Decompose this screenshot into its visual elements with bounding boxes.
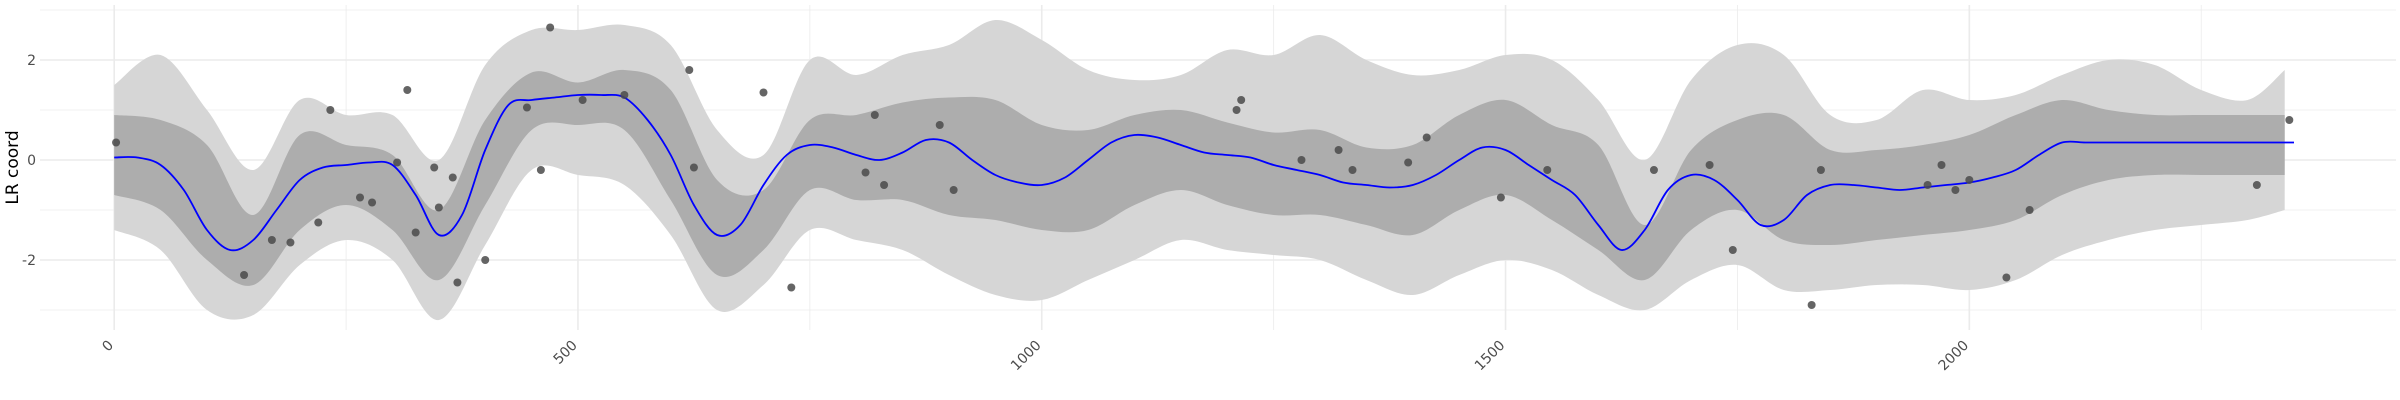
x-tick-label: 1500 xyxy=(1472,338,1509,375)
data-point xyxy=(1404,158,1413,167)
data-point xyxy=(949,186,958,194)
x-tick-label: 2000 xyxy=(1936,338,1973,375)
data-point xyxy=(1965,176,1974,184)
x-tick-label: 1000 xyxy=(1008,338,1045,375)
data-point xyxy=(1422,133,1431,142)
data-point xyxy=(314,218,323,227)
data-point xyxy=(578,96,587,104)
data-point xyxy=(759,88,768,97)
data-point xyxy=(430,163,439,172)
data-point xyxy=(1923,181,1932,189)
y-axis-label: LR coord xyxy=(3,130,23,204)
data-point xyxy=(267,236,276,244)
data-point xyxy=(1232,106,1241,114)
data-point xyxy=(861,168,870,177)
data-point xyxy=(1951,186,1960,194)
data-point xyxy=(112,138,121,147)
y-tick-label: -2 xyxy=(22,253,36,269)
data-point xyxy=(1543,166,1552,174)
data-point xyxy=(1237,96,1246,104)
y-tick-label: 2 xyxy=(27,53,36,69)
x-tick-label: 0 xyxy=(99,338,117,356)
data-point xyxy=(481,256,490,264)
data-point xyxy=(411,228,420,237)
data-point xyxy=(2285,116,2294,124)
data-point xyxy=(434,203,443,212)
data-point xyxy=(1816,166,1825,174)
data-point xyxy=(356,193,365,202)
data-point xyxy=(1937,161,1946,169)
data-point xyxy=(286,238,295,247)
data-point xyxy=(1334,146,1343,154)
data-point xyxy=(240,271,249,279)
data-point xyxy=(2002,273,2011,282)
data-point xyxy=(880,181,889,189)
data-point xyxy=(1496,193,1505,202)
data-point xyxy=(1705,161,1714,169)
data-point xyxy=(1297,156,1306,164)
data-point xyxy=(787,283,796,292)
data-point xyxy=(448,173,457,182)
data-point xyxy=(368,198,377,207)
data-point xyxy=(453,278,462,287)
inner-band-area xyxy=(114,69,2285,286)
data-point xyxy=(326,106,335,114)
data-point xyxy=(1348,166,1357,174)
data-point xyxy=(870,111,879,119)
data-point xyxy=(1649,166,1658,174)
data-point xyxy=(403,86,412,94)
data-point xyxy=(2252,181,2261,189)
data-point xyxy=(536,166,545,174)
data-point xyxy=(1728,246,1737,254)
data-points xyxy=(112,23,2294,309)
data-point xyxy=(1807,301,1816,309)
inner-confidence-band xyxy=(114,69,2285,286)
data-point xyxy=(620,91,629,99)
data-point xyxy=(393,158,402,167)
data-point xyxy=(935,121,944,129)
data-point xyxy=(685,66,694,74)
data-point xyxy=(2025,206,2034,214)
y-tick-label: 0 xyxy=(27,153,36,169)
data-point xyxy=(522,103,531,112)
data-point xyxy=(689,163,698,172)
data-point xyxy=(546,23,555,32)
x-tick-label: 500 xyxy=(551,338,581,368)
